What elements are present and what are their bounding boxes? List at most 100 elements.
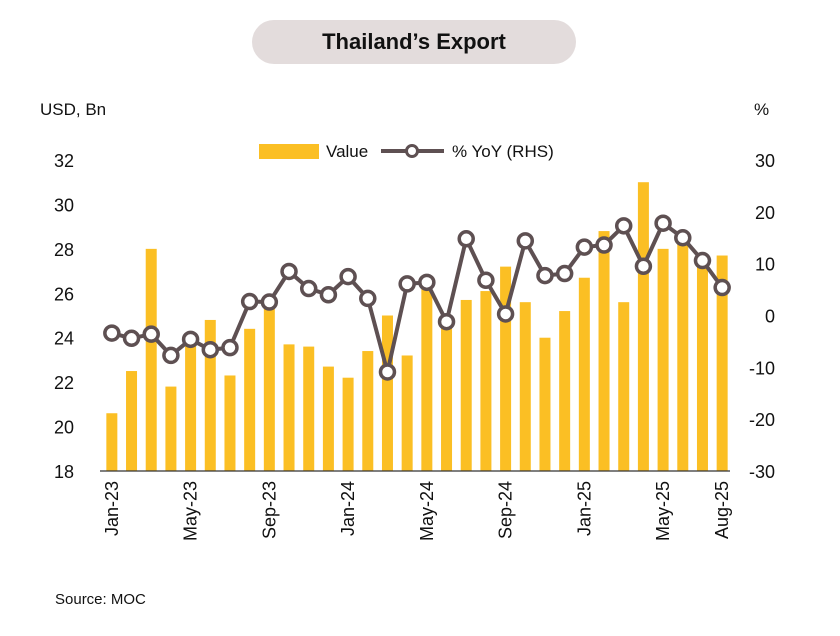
bar-Sep-23 xyxy=(263,306,275,471)
yoy-point-Aug-25 xyxy=(713,278,731,297)
bar-Nov-23 xyxy=(303,346,315,471)
legend-yoy-label: % YoY (RHS) xyxy=(452,142,554,161)
bar-Feb-25 xyxy=(598,231,610,471)
right-tick-label: -30 xyxy=(749,462,775,482)
yoy-point-Jan-24 xyxy=(339,267,357,286)
bars-layer xyxy=(106,182,728,471)
yoy-point-Jan-25 xyxy=(575,238,594,256)
right-tick-label: 0 xyxy=(765,307,775,327)
right-tick-label: -20 xyxy=(749,410,775,430)
left-tick-label: 20 xyxy=(54,418,74,438)
legend: Value % YoY (RHS) xyxy=(259,142,554,161)
bar-Sep-24 xyxy=(500,266,512,471)
yoy-point-Feb-25 xyxy=(595,236,613,254)
yoy-point-Nov-24 xyxy=(536,266,554,285)
yoy-point-Aug-23 xyxy=(240,292,259,311)
bar-Nov-24 xyxy=(539,337,551,471)
bar-Apr-25 xyxy=(637,182,649,471)
yoy-point-Sep-23 xyxy=(260,293,279,311)
chart-title: Thailand’s Export xyxy=(252,20,576,64)
yoy-point-Feb-24 xyxy=(359,289,377,308)
right-axis-unit: % xyxy=(754,100,770,119)
bar-Jun-23 xyxy=(204,319,216,471)
x-tick-label: Sep-24 xyxy=(496,481,516,539)
x-tick-label: May-23 xyxy=(181,481,201,541)
yoy-point-Apr-25 xyxy=(634,257,653,276)
bar-Mar-25 xyxy=(618,302,630,471)
bar-May-25 xyxy=(657,248,669,471)
left-tick-label: 18 xyxy=(54,462,74,482)
x-tick-label: Jan-24 xyxy=(338,481,358,536)
x-tick-label: May-25 xyxy=(653,481,673,541)
ticks-layer: 18 20 22 24 26 28 30 32 -30 -20 -10 0 10 20 30 Jan-23 Ma… xyxy=(54,151,775,541)
left-tick-label: 24 xyxy=(54,329,74,349)
bar-Mar-24 xyxy=(381,315,393,471)
yoy-point-May-24 xyxy=(418,273,436,292)
bar-Oct-24 xyxy=(519,302,531,471)
left-tick-label: 26 xyxy=(54,284,74,304)
bar-Aug-24 xyxy=(480,291,492,471)
right-tick-label: -10 xyxy=(749,358,775,378)
bar-Feb-24 xyxy=(362,351,374,471)
yoy-point-Mar-24 xyxy=(378,363,397,381)
legend-yoy-marker xyxy=(405,144,419,158)
bar-Jan-23 xyxy=(106,413,118,471)
source-note: Source: MOC xyxy=(55,591,146,608)
bar-May-24 xyxy=(421,288,433,471)
left-axis-unit: USD, Bn xyxy=(40,100,107,119)
yoy-point-Jul-23 xyxy=(221,338,239,357)
bar-Jul-25 xyxy=(696,255,708,471)
bar-Aug-23 xyxy=(244,328,256,471)
yoy-point-Mar-23 xyxy=(142,325,160,343)
yoy-point-Oct-23 xyxy=(280,262,298,281)
right-tick-label: 10 xyxy=(755,255,775,275)
bar-Aug-25 xyxy=(716,255,728,471)
yoy-point-Jan-23 xyxy=(103,324,121,342)
bar-May-23 xyxy=(185,342,197,471)
x-tick-label: Jan-23 xyxy=(102,481,122,536)
yoy-point-May-23 xyxy=(181,330,200,349)
bar-Feb-23 xyxy=(126,371,138,471)
bar-Jul-23 xyxy=(224,375,236,471)
x-tick-label: Sep-23 xyxy=(259,481,279,539)
bar-Mar-23 xyxy=(145,248,157,471)
yoy-point-Dec-24 xyxy=(555,264,574,283)
bar-Oct-23 xyxy=(283,344,295,471)
bar-Jun-24 xyxy=(441,319,453,471)
yoy-point-Jun-23 xyxy=(201,340,220,359)
yoy-point-Jun-25 xyxy=(674,229,692,247)
yoy-point-Sep-24 xyxy=(496,305,515,323)
yoy-point-Oct-24 xyxy=(516,232,535,250)
right-tick-label: 20 xyxy=(755,203,775,223)
yoy-point-Aug-24 xyxy=(477,271,495,290)
line-layer xyxy=(103,214,731,381)
yoy-point-Apr-24 xyxy=(398,275,416,293)
bar-Jun-25 xyxy=(677,237,689,471)
bar-Dec-23 xyxy=(322,366,334,471)
x-tick-label: Jan-25 xyxy=(574,481,594,536)
bar-Dec-24 xyxy=(559,311,571,471)
yoy-point-Apr-23 xyxy=(162,346,180,365)
yoy-point-Feb-23 xyxy=(122,329,141,348)
yoy-point-Jul-24 xyxy=(457,230,475,248)
bar-Jan-25 xyxy=(578,277,590,471)
yoy-point-Dec-23 xyxy=(319,286,338,304)
bar-Jul-24 xyxy=(460,299,472,471)
bar-Apr-24 xyxy=(401,355,413,471)
bar-Jan-24 xyxy=(342,377,354,471)
yoy-point-May-25 xyxy=(654,214,672,232)
x-tick-label: May-24 xyxy=(417,481,437,541)
left-tick-label: 28 xyxy=(54,240,74,260)
left-tick-label: 22 xyxy=(54,373,74,393)
legend-value-label: Value xyxy=(326,142,368,161)
yoy-point-Mar-25 xyxy=(614,217,633,235)
x-tick-label: Aug-25 xyxy=(712,481,732,539)
yoy-point-Nov-23 xyxy=(299,279,318,298)
bar-Apr-23 xyxy=(165,386,177,471)
yoy-point-Jun-24 xyxy=(437,312,456,331)
right-tick-label: 30 xyxy=(755,151,775,171)
left-tick-label: 30 xyxy=(54,195,74,215)
legend-value-swatch xyxy=(259,144,319,159)
left-tick-label: 32 xyxy=(54,151,74,171)
